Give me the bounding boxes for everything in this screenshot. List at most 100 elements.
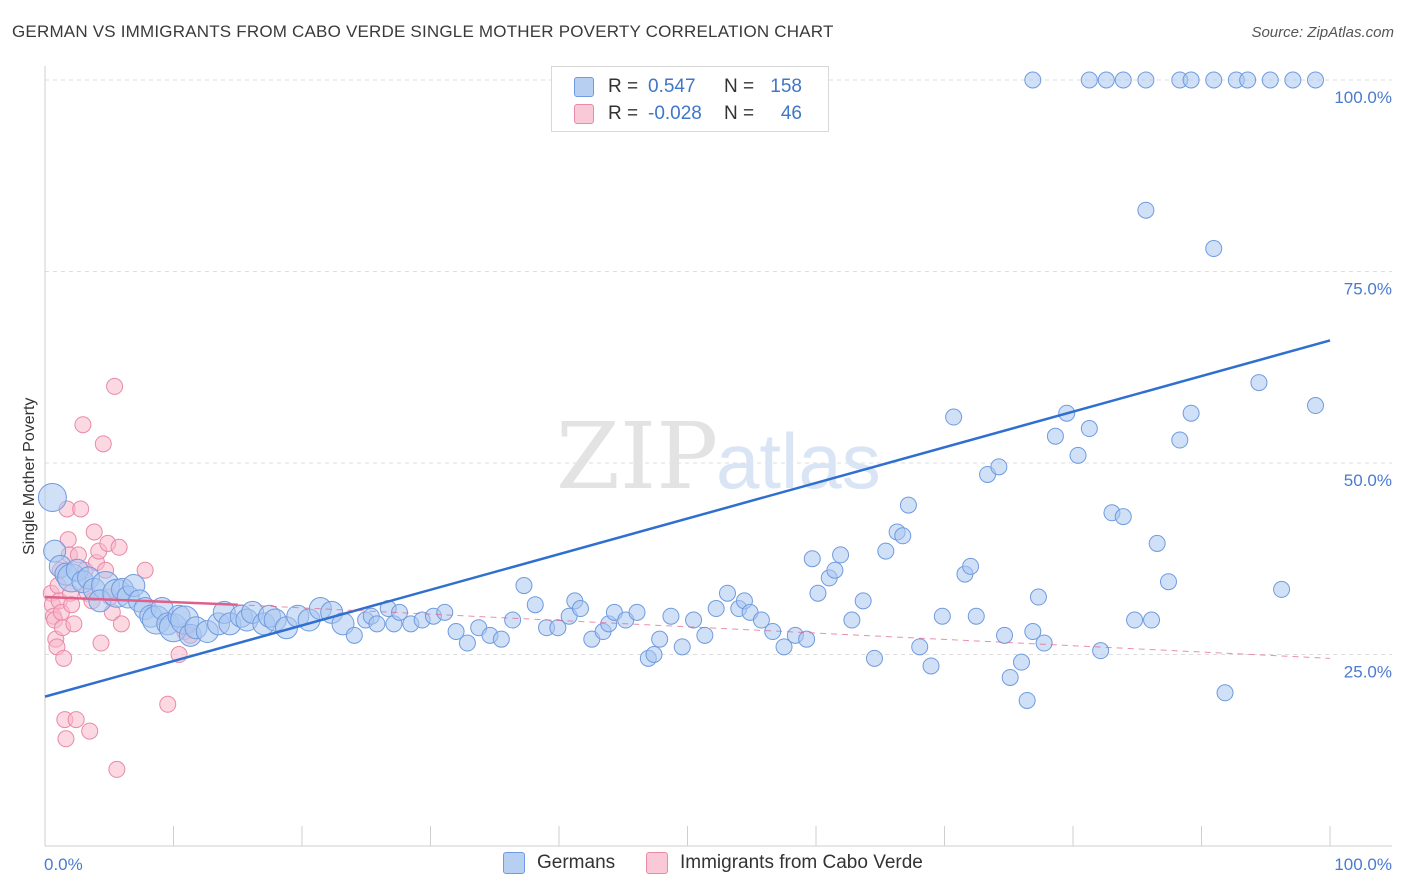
source-label: Source: ZipAtlas.com <box>1251 24 1394 41</box>
data-point-germans <box>1216 684 1234 702</box>
data-point-germans <box>685 611 703 629</box>
data-point-germans <box>651 630 669 648</box>
legend-n-value: 46 <box>780 103 802 124</box>
data-point-germans <box>1024 623 1042 641</box>
data-point-germans <box>1092 642 1110 660</box>
data-point-germans <box>877 542 895 560</box>
data-point-germans <box>911 638 929 656</box>
data-point-germans <box>458 634 476 652</box>
axes <box>44 66 1392 847</box>
data-point-germans <box>1137 71 1155 89</box>
data-point-germans <box>1029 588 1047 606</box>
data-point-germans <box>1137 201 1155 219</box>
data-point-cabo-verde <box>81 722 99 740</box>
data-point-germans <box>1273 580 1291 598</box>
watermark-atlas: atlas <box>716 417 881 505</box>
data-point-germans <box>945 408 963 426</box>
legend-label-germans: Germans <box>537 852 616 873</box>
data-point-germans <box>967 607 985 625</box>
data-point-germans <box>628 603 646 621</box>
y-tick-label: 75.0% <box>1344 280 1392 299</box>
data-point-germans <box>1171 431 1189 449</box>
data-point-germans <box>1126 611 1144 629</box>
axis-labels: Single Mother Poverty 25.0% 50.0% 75.0% 100… <box>21 88 1392 874</box>
watermark: ZIP atlas <box>556 403 881 510</box>
data-point-cabo-verde <box>110 538 128 556</box>
data-point-germans <box>1284 71 1302 89</box>
legend-n-value: 158 <box>770 76 802 97</box>
data-point-germans <box>798 630 816 648</box>
data-point-germans <box>1080 71 1098 89</box>
data-point-germans <box>1182 404 1200 422</box>
data-point-germans <box>1148 534 1166 552</box>
data-point-germans <box>447 623 465 641</box>
data-point-germans <box>1306 397 1324 415</box>
legend-item-cabo-verde: Immigrants from Cabo Verde <box>646 852 923 874</box>
data-point-germans <box>492 630 510 648</box>
y-tick-label: 50.0% <box>1344 471 1392 490</box>
data-point-germans <box>1250 374 1268 392</box>
data-point-cabo-verde <box>74 416 92 434</box>
data-point-germans <box>1306 71 1324 89</box>
data-point-germans <box>549 619 567 637</box>
legend-r-value: -0.028 <box>648 103 702 124</box>
data-point-germans <box>673 638 691 656</box>
data-point-germans <box>996 626 1014 644</box>
data-point-germans <box>345 626 363 644</box>
data-point-cabo-verde <box>65 615 83 633</box>
data-point-cabo-verde <box>112 615 130 633</box>
data-point-germans <box>1205 240 1223 258</box>
data-point-germans <box>1159 573 1177 591</box>
data-point-germans <box>1069 446 1087 464</box>
correlation-legend: R = 0.547 N = 158 R = -0.028 N = 46 <box>551 66 829 132</box>
data-point-germans <box>1097 71 1115 89</box>
grid-lines <box>45 79 1392 655</box>
data-point-germans <box>899 496 917 514</box>
data-point-germans <box>1001 668 1019 686</box>
trend-lines <box>44 339 1331 698</box>
legend-row-germans: R = 0.547 N = 158 <box>574 74 802 100</box>
trend-line-germans <box>44 339 1331 698</box>
data-point-germans <box>803 550 821 568</box>
data-point-germans <box>1114 508 1132 526</box>
data-point-germans <box>894 527 912 545</box>
data-point-germans <box>1018 691 1036 709</box>
data-point-germans <box>962 557 980 575</box>
data-point-germans <box>775 638 793 656</box>
data-point-germans <box>645 646 663 663</box>
y-axis-label: Single Mother Poverty <box>21 398 38 555</box>
trend-line-cabo-verde <box>44 595 238 606</box>
data-point-germans <box>1205 71 1223 89</box>
data-point-germans <box>865 649 883 667</box>
data-point-cabo-verde <box>72 500 90 518</box>
data-point-germans <box>718 584 736 602</box>
data-point-germans <box>504 611 522 629</box>
data-point-germans <box>1035 634 1053 652</box>
x-tick-label: 100.0% <box>1334 855 1392 874</box>
data-point-germans <box>1024 71 1042 89</box>
data-point-cabo-verde <box>106 377 124 395</box>
legend-n-label: N = <box>724 76 755 97</box>
data-point-germans <box>1114 71 1132 89</box>
data-point-germans <box>809 584 827 602</box>
legend-label-cabo-verde: Immigrants from Cabo Verde <box>680 852 923 873</box>
data-point-germans <box>1046 427 1064 445</box>
data-point-cabo-verde <box>63 596 81 614</box>
data-point-cabo-verde <box>57 730 75 748</box>
data-point-germans <box>1012 653 1030 671</box>
data-point-cabo-verde <box>92 634 110 652</box>
data-point-germans <box>662 607 680 625</box>
data-point-germans <box>826 561 844 579</box>
data-point-germans <box>37 482 67 512</box>
x-tick-label: 0.0% <box>44 855 83 874</box>
data-point-germans <box>1239 71 1257 89</box>
data-point-cabo-verde <box>108 760 126 778</box>
legend-n-label: N = <box>724 103 755 124</box>
data-point-cabo-verde <box>159 695 177 713</box>
data-point-cabo-verde <box>85 523 103 541</box>
data-point-germans <box>990 458 1008 476</box>
data-point-germans <box>391 603 409 621</box>
legend-swatch-pink <box>646 852 668 874</box>
data-point-cabo-verde <box>55 649 73 667</box>
